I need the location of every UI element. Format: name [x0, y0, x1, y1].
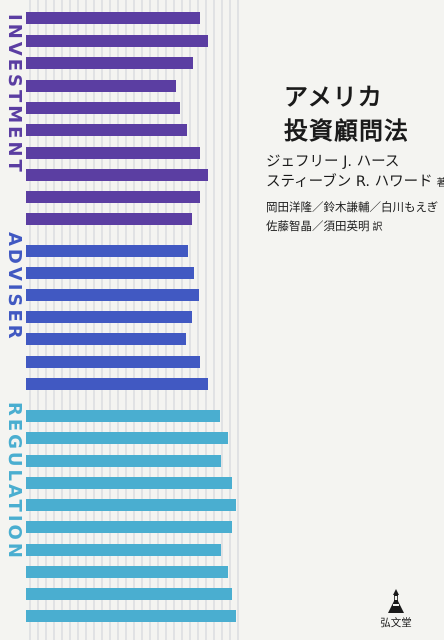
translators-line-2-names: 佐藤智晶／須田英明	[266, 219, 370, 233]
stripe-bar	[26, 12, 200, 24]
stripe-bar	[26, 333, 186, 345]
publisher-logo-icon	[388, 589, 404, 613]
stripe-bar	[26, 521, 232, 533]
author-2: スティーブン R. ハワード著	[266, 172, 444, 194]
vertical-word-regulation: REGULATION	[4, 402, 25, 561]
stripe-bar	[26, 566, 228, 578]
stripe-bar	[26, 35, 208, 47]
title-line-2: 投資顧問法	[284, 117, 409, 145]
stripe-bar	[26, 169, 208, 181]
stripe-bar	[26, 432, 228, 444]
stripe-bars-graphic	[26, 0, 239, 640]
stripe-graphic: INVESTMENT ADVISER REGULATION	[4, 0, 239, 640]
stripe-bar	[26, 289, 199, 301]
translator-role: 訳	[372, 222, 383, 233]
author-role: 著	[436, 178, 444, 189]
authors: ジェフリー J. ハース スティーブン R. ハワード著	[266, 152, 444, 194]
stripe-bar	[26, 378, 208, 390]
title-line-1: アメリカ	[284, 83, 383, 111]
stripe-bar	[26, 80, 176, 92]
stripe-bar	[26, 410, 220, 422]
translators-line-2: 佐藤智晶／須田英明訳	[266, 217, 438, 237]
stripe-bar	[26, 191, 200, 203]
stripe-bar	[26, 588, 232, 600]
stripe-bar	[26, 610, 236, 622]
stripe-bar	[26, 544, 221, 556]
publisher: 弘文堂	[376, 588, 416, 630]
stripe-bar	[26, 57, 193, 69]
stripe-bar	[26, 213, 192, 225]
publisher-name: 弘文堂	[380, 617, 412, 629]
stripe-bar	[26, 245, 188, 257]
stripe-bar	[26, 102, 180, 114]
author-2-name: スティーブン R. ハワード	[266, 174, 433, 190]
author-1: ジェフリー J. ハース	[266, 154, 400, 170]
translators: 岡田洋隆／鈴木謙輔／白川もえぎ 佐藤智晶／須田英明訳	[266, 198, 438, 237]
stripe-bar	[26, 499, 236, 511]
stripe-bar	[26, 477, 232, 489]
stripe-bar	[26, 147, 200, 159]
stripe-bar	[26, 311, 192, 323]
stripe-bar	[26, 267, 194, 279]
stripe-bar	[26, 124, 187, 136]
vertical-word-adviser: ADVISER	[4, 232, 25, 342]
stripe-bar	[26, 356, 200, 368]
book-title: アメリカ 投資顧問法	[284, 80, 409, 148]
vertical-word-investment: INVESTMENT	[4, 14, 25, 175]
translators-line-1: 岡田洋隆／鈴木謙輔／白川もえぎ	[266, 200, 439, 214]
stripe-bar	[26, 455, 221, 467]
